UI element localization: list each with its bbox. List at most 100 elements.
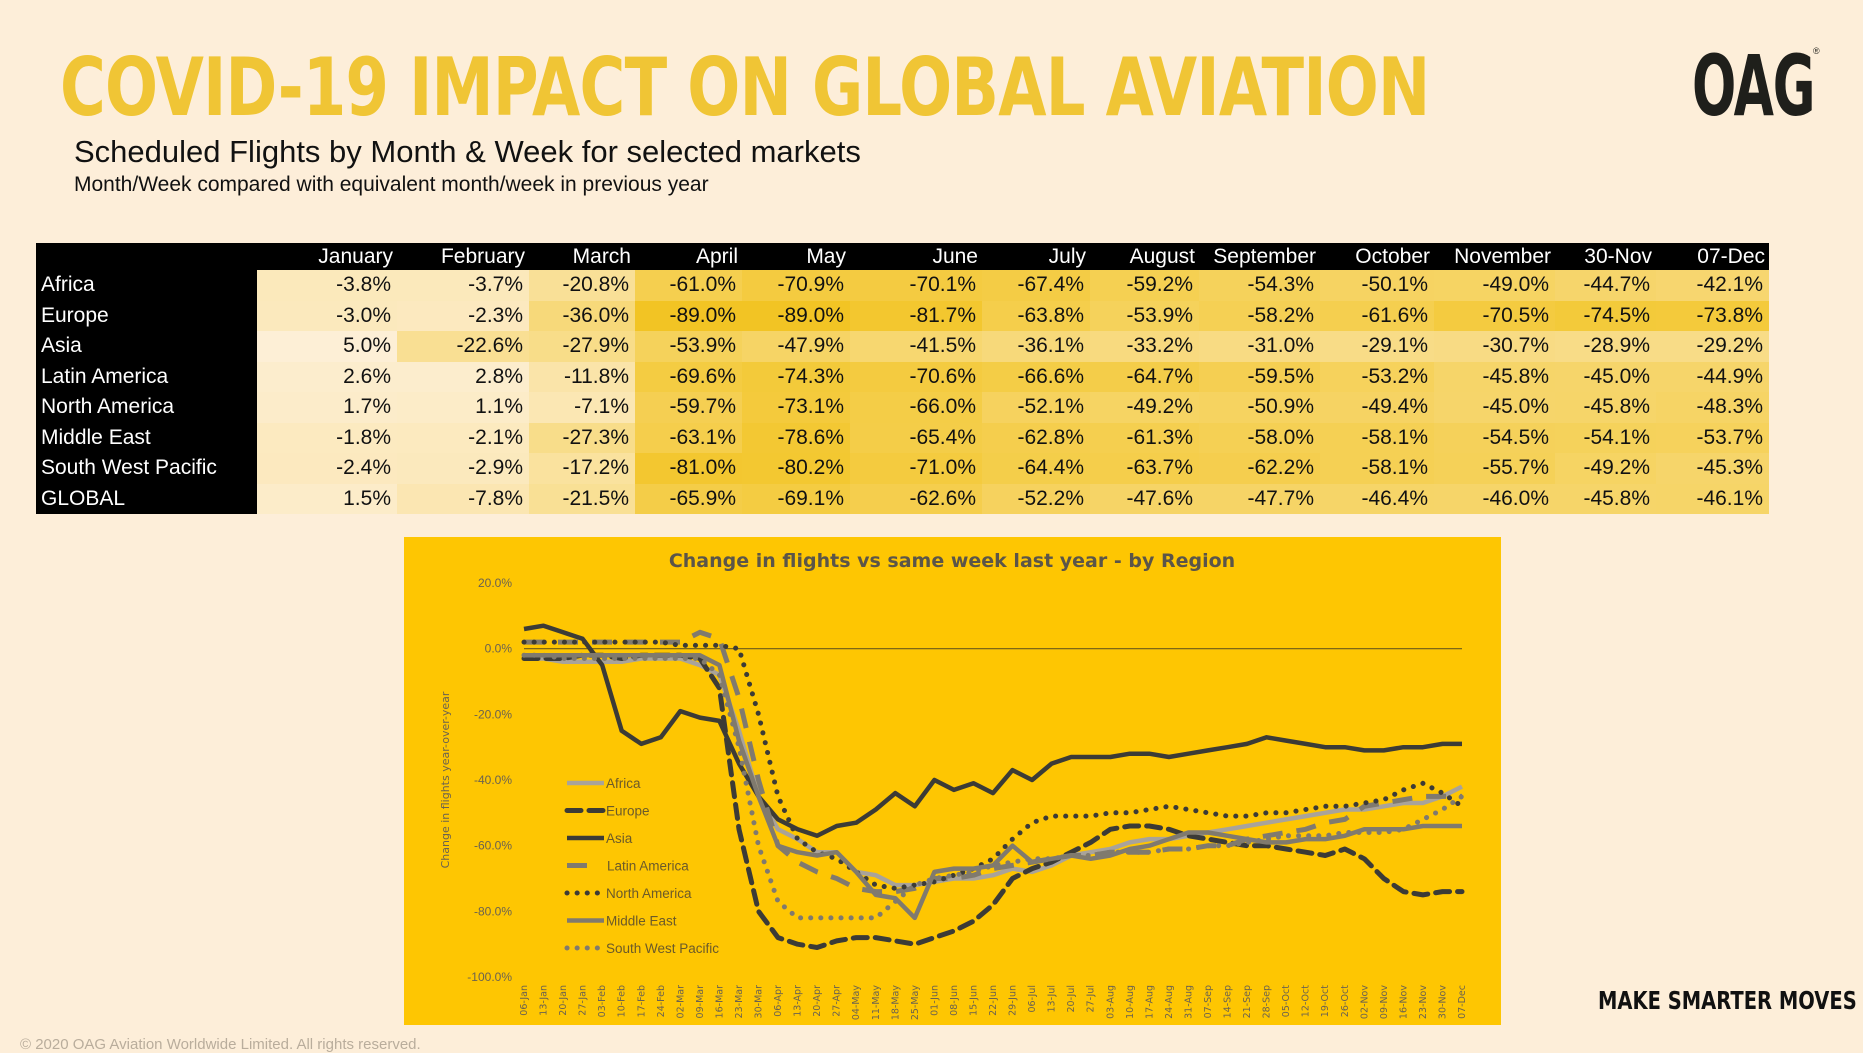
- x-tick-label: 10-Aug: [1125, 985, 1136, 1019]
- x-tick-label: 09-Mar: [695, 985, 706, 1019]
- x-tick-label: 23-Nov: [1418, 985, 1429, 1019]
- table-cell: 2.6%: [257, 361, 397, 392]
- x-tick-label: 07-Dec: [1457, 985, 1468, 1019]
- y-tick-label: 0.0%: [485, 642, 513, 656]
- table-cell: -46.4%: [1320, 483, 1434, 514]
- series-line-latin-america: [524, 629, 1462, 895]
- table-cell: -58.0%: [1199, 422, 1320, 453]
- column-header: February: [397, 243, 529, 270]
- table-row: South West Pacific -2.4% -2.9% -17.2% -81.0%…: [36, 453, 1769, 484]
- table-cell: -62.8%: [982, 422, 1090, 453]
- table-cell: -81.7%: [850, 300, 982, 331]
- x-tick-label: 02-Mar: [675, 985, 686, 1019]
- table-cell: -47.9%: [742, 331, 850, 362]
- table-cell: -30.7%: [1434, 331, 1555, 362]
- x-tick-label: 13-Jan: [539, 985, 550, 1016]
- table-cell: -50.1%: [1320, 270, 1434, 301]
- table-cell: -89.0%: [742, 300, 850, 331]
- x-tick-label: 12-Oct: [1301, 985, 1312, 1017]
- x-tick-label: 22-Jun: [988, 985, 999, 1016]
- table-cell: -69.1%: [742, 483, 850, 514]
- x-tick-label: 31-Aug: [1183, 985, 1194, 1019]
- table-cell: -53.7%: [1656, 422, 1769, 453]
- column-header: 30-Nov: [1555, 243, 1656, 270]
- table-cell: -45.8%: [1555, 483, 1656, 514]
- table-cell: -42.1%: [1656, 270, 1769, 301]
- table-cell: -2.1%: [397, 422, 529, 453]
- x-tick-label: 24-Aug: [1164, 985, 1175, 1019]
- page-title: COVID-19 IMPACT ON GLOBAL AVIATION: [60, 41, 1430, 134]
- x-tick-label: 27-Jan: [578, 985, 589, 1016]
- region-label: Europe: [36, 300, 257, 331]
- column-header: November: [1434, 243, 1555, 270]
- table-row: Africa -3.8% -3.7% -20.8% -61.0% -70.9% -70.1%…: [36, 270, 1769, 301]
- table-cell: -49.0%: [1434, 270, 1555, 301]
- y-tick-label: -60.0%: [474, 839, 512, 853]
- table-cell: -59.2%: [1090, 270, 1199, 301]
- chart-title: Change in flights vs same week last year…: [669, 550, 1235, 572]
- region-label: North America: [36, 392, 257, 423]
- x-tick-label: 28-Sep: [1262, 985, 1273, 1018]
- x-tick-label: 11-May: [871, 985, 882, 1021]
- column-header: March: [529, 243, 635, 270]
- table-cell: -65.9%: [635, 483, 742, 514]
- table-cell: 2.8%: [397, 361, 529, 392]
- table-cell: -22.6%: [397, 331, 529, 362]
- region-label: Middle East: [36, 422, 257, 453]
- table-cell: -70.9%: [742, 270, 850, 301]
- legend-label: South West Pacific: [606, 941, 719, 956]
- table-cell: -74.5%: [1555, 300, 1656, 331]
- y-tick-label: -100.0%: [467, 970, 512, 984]
- table-cell: -29.1%: [1320, 331, 1434, 362]
- table-cell: 1.7%: [257, 392, 397, 423]
- x-tick-label: 02-Nov: [1359, 985, 1370, 1019]
- table-cell: -44.7%: [1555, 270, 1656, 301]
- table-cell: -70.1%: [850, 270, 982, 301]
- x-tick-label: 04-May: [851, 985, 862, 1021]
- table-cell: -48.3%: [1656, 392, 1769, 423]
- table-cell: 1.5%: [257, 483, 397, 514]
- table-cell: -50.9%: [1199, 392, 1320, 423]
- table-cell: -73.1%: [742, 392, 850, 423]
- table-cell: -62.6%: [850, 483, 982, 514]
- x-tick-label: 08-Jun: [949, 985, 960, 1016]
- column-header: July: [982, 243, 1090, 270]
- table-cell: -33.2%: [1090, 331, 1199, 362]
- column-header: October: [1320, 243, 1434, 270]
- x-tick-label: 20-Jan: [558, 985, 569, 1016]
- y-tick-label: -80.0%: [474, 904, 512, 918]
- table-cell: -46.0%: [1434, 483, 1555, 514]
- table-cell: -58.1%: [1320, 422, 1434, 453]
- x-tick-label: 03-Feb: [597, 985, 608, 1017]
- table-cell: -58.1%: [1320, 453, 1434, 484]
- flights-change-table: January February March April May June July Augu…: [36, 243, 1769, 514]
- x-tick-label: 17-Aug: [1144, 985, 1155, 1019]
- x-tick-label: 25-May: [910, 985, 921, 1021]
- table-row: Middle East -1.8% -2.1% -27.3% -63.1% -78.6% -…: [36, 422, 1769, 453]
- legend-label: North America: [606, 886, 692, 901]
- column-header: September: [1199, 243, 1320, 270]
- table-cell: -47.7%: [1199, 483, 1320, 514]
- table-cell: -53.9%: [1090, 300, 1199, 331]
- table-cell: -21.5%: [529, 483, 635, 514]
- table-cell: -64.4%: [982, 453, 1090, 484]
- table-cell: -66.6%: [982, 361, 1090, 392]
- table-cell: -45.0%: [1434, 392, 1555, 423]
- x-tick-label: 20-Jul: [1066, 985, 1077, 1013]
- x-tick-label: 13-Jul: [1047, 985, 1058, 1013]
- table-cell: -65.4%: [850, 422, 982, 453]
- table-cell: -29.2%: [1656, 331, 1769, 362]
- table-row: Europe -3.0% -2.3% -36.0% -89.0% -89.0% -81.7%…: [36, 300, 1769, 331]
- column-header: 07-Dec: [1656, 243, 1769, 270]
- table-row: Latin America 2.6% 2.8% -11.8% -69.6% -74.3% -…: [36, 361, 1769, 392]
- series-line-africa: [524, 656, 1464, 888]
- x-tick-label: 27-Apr: [832, 985, 843, 1017]
- table-cell: -2.4%: [257, 453, 397, 484]
- table-cell: -67.4%: [982, 270, 1090, 301]
- page-description: Month/Week compared with equivalent mont…: [74, 173, 709, 196]
- table-cell: -66.0%: [850, 392, 982, 423]
- table-cell: -81.0%: [635, 453, 742, 484]
- table-cell: -7.1%: [529, 392, 635, 423]
- column-header: April: [635, 243, 742, 270]
- x-tick-label: 06-Jan: [519, 985, 530, 1016]
